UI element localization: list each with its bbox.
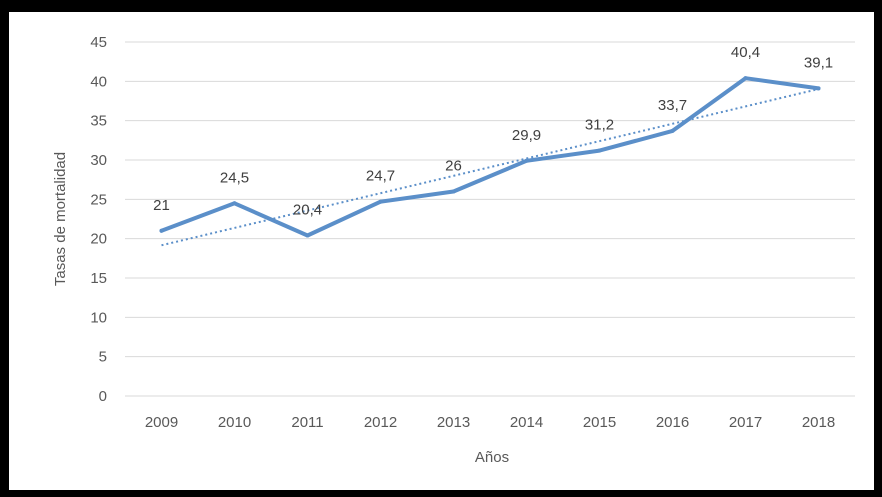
y-tick-label: 0 (99, 388, 107, 405)
data-point (816, 86, 821, 91)
data-label: 24,7 (366, 168, 395, 185)
y-tick-label: 5 (99, 349, 107, 366)
trendline (161, 88, 819, 247)
data-label: 21 (153, 197, 170, 214)
x-tick-label: 2013 (437, 414, 470, 431)
x-tick-label: 2015 (583, 414, 616, 431)
data-point (159, 228, 164, 233)
y-axis-title: Tasas de mortalidad (52, 152, 69, 286)
x-tick-label: 2016 (656, 414, 689, 431)
data-label: 31,2 (585, 117, 614, 134)
data-label: 33,7 (658, 97, 687, 114)
y-tick-label: 25 (90, 191, 107, 208)
y-tick-label: 30 (90, 152, 107, 169)
data-label: 29,9 (512, 127, 541, 144)
y-tick-label: 45 (90, 34, 107, 51)
trendline-layer (161, 88, 819, 247)
data-label: 39,1 (804, 54, 833, 71)
data-point (524, 158, 529, 163)
x-tick-label: 2014 (510, 414, 543, 431)
x-tick-label: 2011 (291, 414, 323, 431)
data-point (305, 233, 310, 238)
data-point (232, 201, 237, 206)
x-tick-label: 2009 (145, 414, 178, 431)
y-axis-ticks: 0 5 10 15 20 25 30 35 40 45 (90, 34, 107, 405)
x-tick-label: 2018 (802, 414, 835, 431)
data-point (743, 76, 748, 81)
data-point (378, 199, 383, 204)
data-label: 20,4 (293, 202, 322, 219)
data-point (670, 128, 675, 133)
x-tick-label: 2012 (364, 414, 397, 431)
series-layer (159, 76, 821, 238)
data-point (451, 189, 456, 194)
y-tick-label: 10 (90, 309, 107, 326)
x-tick-label: 2017 (729, 414, 762, 431)
chart-frame: 0 5 10 15 20 25 30 35 40 45 2009 2010 2011 2012 2013 2… (9, 12, 874, 490)
data-label: 40,4 (731, 44, 760, 61)
y-tick-label: 15 (90, 270, 107, 287)
x-tick-label: 2010 (218, 414, 251, 431)
series-line (159, 76, 821, 238)
x-axis-ticks: 2009 2010 2011 2012 2013 2014 2015 2016 2017 2018 (145, 414, 835, 431)
y-tick-label: 35 (90, 113, 107, 130)
gridlines (125, 41, 855, 397)
data-point (597, 148, 602, 153)
x-axis-title: Años (475, 449, 509, 466)
data-label: 26 (445, 157, 462, 174)
y-tick-label: 20 (90, 231, 107, 248)
data-labels: 21 24,5 20,4 24,7 26 29,9 31,2 33,7 40,4 39,1 (153, 44, 833, 218)
y-tick-label: 40 (90, 73, 107, 90)
data-label: 24,5 (220, 169, 249, 186)
